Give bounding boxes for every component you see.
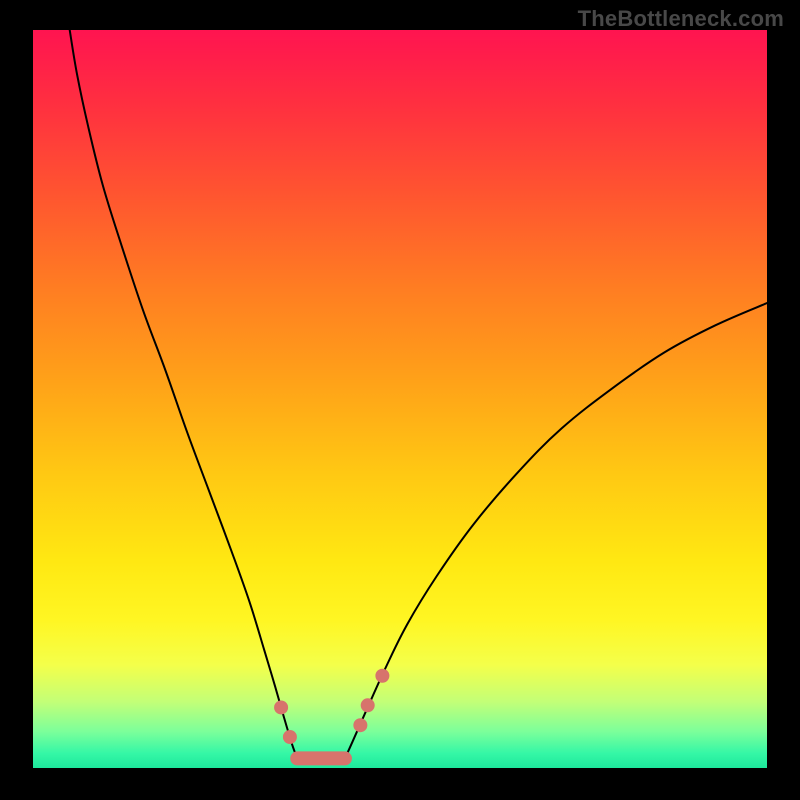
trough-marker-dot (361, 698, 375, 712)
trough-marker-dot (274, 700, 288, 714)
plot-svg (33, 30, 767, 768)
gradient-background (33, 30, 767, 768)
trough-marker-dot (375, 669, 389, 683)
plot-area (33, 30, 767, 768)
trough-marker-dot (353, 718, 367, 732)
watermark-text: TheBottleneck.com (578, 6, 784, 32)
trough-marker-dot (283, 730, 297, 744)
chart-frame: TheBottleneck.com (0, 0, 800, 800)
